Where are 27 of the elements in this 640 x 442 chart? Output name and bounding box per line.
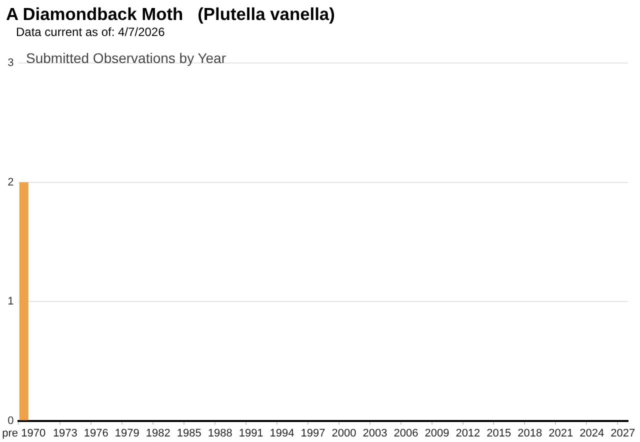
x-tick-label: pre 1970 [2, 427, 46, 440]
x-tick-label: 2003 [362, 427, 388, 440]
y-tick-label: 2 [8, 176, 14, 188]
y-tick-label: 3 [8, 57, 14, 70]
x-tick-label: 2024 [580, 427, 604, 440]
chart-title: A Diamondback Moth (Plutella vanella) [6, 4, 335, 24]
x-tick-label: 1991 [238, 427, 264, 440]
x-tick-label: 1982 [146, 427, 170, 440]
chart-subtitle: Submitted Observations by Year [26, 50, 226, 67]
x-tick-label: 2015 [486, 427, 512, 440]
y-tick-label: 0 [8, 414, 14, 427]
x-tick-label: 1976 [84, 427, 108, 440]
x-tick-label: 2021 [548, 427, 574, 440]
x-tick-label: 2006 [394, 427, 418, 440]
x-tick-label: 1973 [52, 427, 78, 440]
x-tick-label: 2027 [610, 427, 636, 440]
x-tick-label: 1979 [114, 427, 140, 440]
x-tick-label: 2012 [456, 427, 480, 440]
x-tick-label: 1985 [176, 427, 202, 440]
x-tick-label: 1997 [300, 427, 326, 440]
x-tick-label: 1994 [270, 427, 294, 440]
x-tick-label: 2018 [518, 427, 542, 440]
y-tick-label: 1 [8, 296, 14, 308]
x-tick-label: 2000 [332, 427, 356, 440]
text: Data current as of: 4/7/2026 [16, 25, 165, 39]
x-tick-label: 2009 [424, 427, 450, 440]
x-tick-label: 1988 [208, 427, 232, 440]
